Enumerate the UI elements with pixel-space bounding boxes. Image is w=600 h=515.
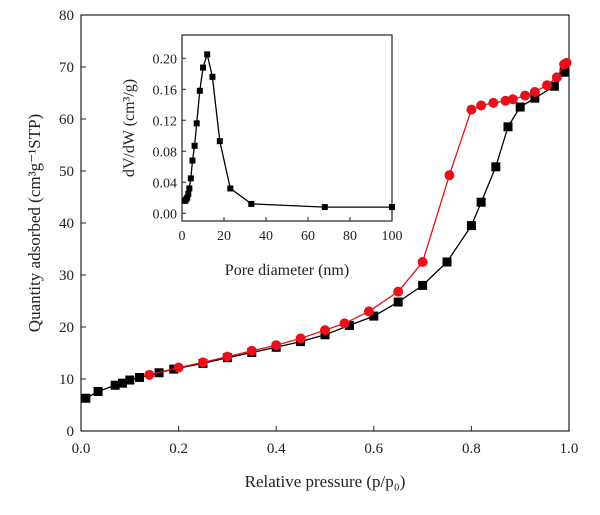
y-tick-label: 0.12 xyxy=(153,114,178,129)
inset-series-layer xyxy=(182,51,395,211)
data-point-square xyxy=(227,185,234,192)
data-point-square xyxy=(491,162,501,172)
data-point-square xyxy=(135,372,145,382)
data-point-circle xyxy=(529,86,540,97)
data-point-square xyxy=(200,64,206,71)
data-point-square xyxy=(189,157,196,164)
data-point-square xyxy=(344,320,354,330)
data-point-circle xyxy=(363,306,374,317)
data-point-square xyxy=(193,120,200,127)
x-tick-label: 100 xyxy=(382,229,403,244)
data-point-square xyxy=(81,393,91,403)
data-point-circle xyxy=(320,325,330,336)
y-tick-label: 0.04 xyxy=(153,176,178,191)
y-tick-label: 0.08 xyxy=(153,145,178,160)
data-point-circle xyxy=(339,318,350,329)
data-point-square xyxy=(466,221,476,231)
inset-y-axis-title: dV/dW (cm³/g) xyxy=(121,79,138,177)
x-tick-label: 0.8 xyxy=(462,441,481,457)
data-point-square xyxy=(191,142,198,149)
data-point-circle xyxy=(393,286,404,297)
x-tick-label: 0.0 xyxy=(72,441,91,457)
data-point-circle xyxy=(476,100,487,111)
data-point-circle xyxy=(444,170,455,181)
y-tick-label: 0.16 xyxy=(153,83,178,98)
data-point-circle xyxy=(417,257,428,267)
data-point-circle xyxy=(561,57,572,68)
data-point-square xyxy=(117,378,127,388)
y-tick-label: 40 xyxy=(59,216,74,232)
y-tick-label: 80 xyxy=(59,8,74,24)
data-point-square xyxy=(369,311,379,321)
y-tick-label: 60 xyxy=(59,112,74,128)
data-point-square xyxy=(476,197,486,207)
x-tick-label: 0 xyxy=(179,229,186,244)
x-tick-label: 80 xyxy=(343,229,357,244)
y-tick-label: 20 xyxy=(59,320,74,336)
data-point-square xyxy=(515,102,525,112)
data-point-circle xyxy=(246,345,257,356)
data-point-circle xyxy=(144,369,155,380)
data-point-circle xyxy=(198,357,208,368)
data-point-square xyxy=(125,375,135,385)
data-point-square xyxy=(186,185,193,192)
data-point-square xyxy=(418,280,428,290)
data-point-circle xyxy=(520,90,531,101)
data-point-square xyxy=(93,386,103,396)
x-tick-label: 60 xyxy=(301,229,315,244)
inset-axis-ticks: 0 20 40 60 80 100 0.00 0.04 0.08 0.12 0.16 0.20 xyxy=(153,52,403,244)
data-point-square xyxy=(209,73,216,80)
main-y-axis-title: Quantity adsorbed (cm³g⁻¹STP) xyxy=(25,114,44,332)
data-point-circle xyxy=(466,104,477,115)
data-point-square xyxy=(196,87,203,94)
data-point-square xyxy=(559,67,569,77)
x-tick-label: 20 xyxy=(217,229,231,244)
x-tick-label: 0.4 xyxy=(267,441,286,457)
x-tick-label: 0.6 xyxy=(364,441,383,457)
main-x-axis-title: Relative pressure (p/p₀) xyxy=(245,472,406,491)
y-tick-label: 0.00 xyxy=(153,207,178,222)
x-tick-label: 0.2 xyxy=(169,441,188,457)
main-axis-ticks: 0.0 0.2 0.4 0.6 0.8 1.0 0 10 20 30 40 50 60 70 80 xyxy=(59,8,578,457)
data-point-square xyxy=(187,175,194,182)
data-point-circle xyxy=(551,72,562,83)
data-point-square xyxy=(216,138,223,145)
y-tick-label: 10 xyxy=(59,372,74,388)
main-series-layer xyxy=(81,57,572,403)
data-point-circle xyxy=(542,80,553,91)
data-point-square xyxy=(503,122,513,132)
data-point-square xyxy=(549,81,559,91)
data-point-square xyxy=(389,204,395,211)
y-tick-label: 0.20 xyxy=(153,52,178,67)
data-point-circle xyxy=(271,340,282,351)
data-point-square xyxy=(393,297,403,307)
y-tick-label: 50 xyxy=(59,164,74,180)
data-point-square xyxy=(184,194,191,201)
x-tick-label: 1.0 xyxy=(560,441,579,457)
data-point-square xyxy=(185,190,192,197)
data-point-circle xyxy=(295,333,306,344)
data-point-square xyxy=(204,51,211,58)
data-point-square xyxy=(442,257,452,267)
data-point-square xyxy=(321,204,328,211)
data-point-circle xyxy=(222,351,233,362)
data-point-circle xyxy=(173,362,184,373)
data-point-circle xyxy=(507,94,518,105)
data-point-square xyxy=(530,93,540,103)
y-tick-label: 70 xyxy=(59,60,74,76)
y-tick-label: 30 xyxy=(59,268,74,284)
data-point-circle xyxy=(488,97,499,108)
inset-plot-frame xyxy=(181,34,393,222)
y-tick-label: 0 xyxy=(67,424,75,440)
data-point-square xyxy=(248,200,255,207)
inset-x-axis-title: Pore diameter (nm) xyxy=(225,262,349,279)
x-tick-label: 40 xyxy=(259,229,273,244)
data-point-square xyxy=(110,380,120,390)
